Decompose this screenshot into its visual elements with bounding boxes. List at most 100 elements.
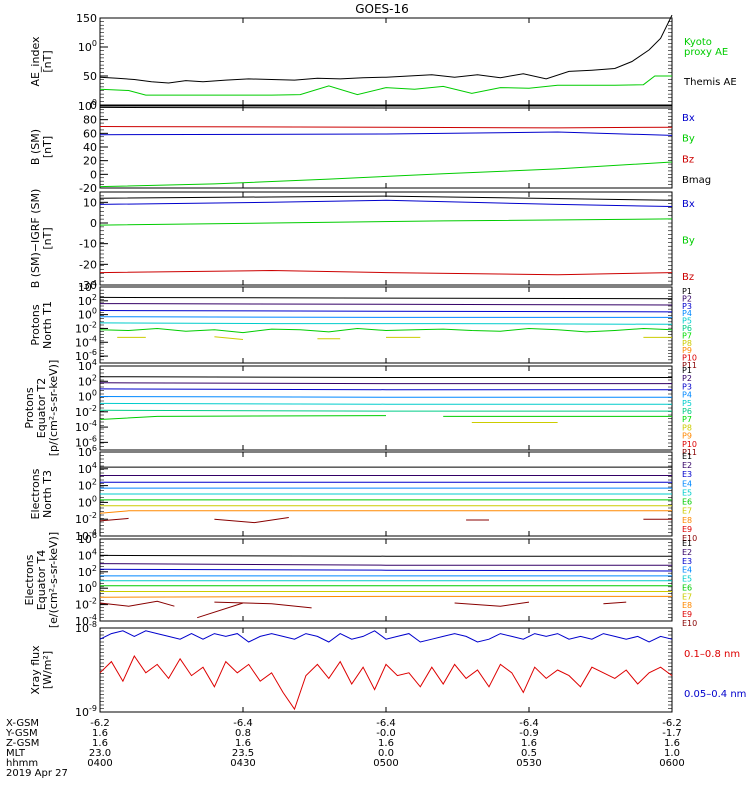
y-tick-label: 106 xyxy=(78,444,97,459)
y-tick-label: -20 xyxy=(79,258,97,271)
legend-entry: Kyoto xyxy=(684,37,712,48)
series-line xyxy=(99,415,387,420)
series-line xyxy=(214,517,289,524)
footer-value: -6.2 xyxy=(662,718,682,729)
legend-entry: P9 xyxy=(682,346,692,355)
y-axis-label: [e/(cm²-s-sr-keV)] xyxy=(47,532,60,628)
legend-entry: E5 xyxy=(682,488,692,497)
footer-value: 0500 xyxy=(373,758,398,769)
legend-entry: E10 xyxy=(682,534,697,543)
footer-value: -0.9 xyxy=(519,728,539,739)
footer-value: -6.4 xyxy=(233,718,253,729)
y-tick-label: 50 xyxy=(83,70,97,83)
legend-entry: P6 xyxy=(682,407,692,416)
y-tick-label: 102 xyxy=(78,293,97,308)
footer-value: 0400 xyxy=(87,758,112,769)
y-tick-label: 10-6 xyxy=(75,434,97,449)
y-tick-label: 0 xyxy=(90,168,97,181)
y-tick-label: 104 xyxy=(78,461,97,476)
legend-entry: E9 xyxy=(682,610,692,619)
footer-value: 1.6 xyxy=(378,738,394,749)
y-tick-label: 10-6 xyxy=(75,348,97,363)
legend-entry: E3 xyxy=(682,470,692,479)
y-tick-label: 102 xyxy=(78,564,97,579)
y-tick-label: 150 xyxy=(76,12,97,25)
series-line xyxy=(99,269,673,276)
series-line xyxy=(99,388,672,391)
footer-value: -0.0 xyxy=(376,728,396,739)
legend-entry: P2 xyxy=(682,294,692,303)
y-tick-label: 100 xyxy=(78,307,97,322)
y-tick-label: 100 xyxy=(78,39,97,54)
legend-entry: P5 xyxy=(682,399,692,408)
y-axis-label: Electrons xyxy=(29,468,42,519)
legend-entry: Bz xyxy=(682,272,694,283)
y-tick-label: 10-4 xyxy=(75,419,97,434)
y-axis-label: [W/m²] xyxy=(41,651,54,689)
panel-frame xyxy=(99,105,673,189)
y-axis-label: [nT] xyxy=(41,50,54,72)
series-line xyxy=(99,654,673,711)
series-line xyxy=(99,218,673,226)
footer-value: -6.4 xyxy=(376,718,396,729)
legend-entry: P4 xyxy=(682,309,692,318)
footer-row-label: X-GSM xyxy=(6,718,39,729)
legend-entry: E7 xyxy=(682,592,692,601)
series-line xyxy=(197,602,244,619)
y-axis-label: North T3 xyxy=(41,470,54,518)
y-tick-label: 10 xyxy=(83,196,97,209)
series-line xyxy=(99,303,673,306)
footer-value: 0.8 xyxy=(235,728,251,739)
series-line xyxy=(99,595,672,598)
y-tick-label: 80 xyxy=(83,114,97,127)
legend-entry: P10 xyxy=(682,440,697,449)
series-line xyxy=(99,600,175,607)
legend-entry: P11 xyxy=(682,361,697,370)
legend-entry: P9 xyxy=(682,432,692,441)
series-line xyxy=(99,563,672,566)
footer-row-label: MLT xyxy=(6,748,26,759)
y-tick-label: 10-2 xyxy=(75,320,97,335)
y-tick-label: 10-4 xyxy=(75,613,97,628)
legend-entry: E4 xyxy=(682,566,692,575)
legend-entry: P7 xyxy=(682,415,692,424)
footer-value: 1.6 xyxy=(521,738,537,749)
legend-entry: E1 xyxy=(682,539,692,548)
series-line xyxy=(99,554,672,557)
series-line xyxy=(99,75,672,96)
footer-value: 0530 xyxy=(516,758,541,769)
legend-entry: P1 xyxy=(682,287,692,296)
footer-value: 1.6 xyxy=(235,738,251,749)
series-line xyxy=(99,382,672,385)
series-line xyxy=(99,510,672,514)
series-line xyxy=(214,336,244,340)
footer-row-label: Z-GSM xyxy=(6,738,39,749)
footer-value: -6.2 xyxy=(90,718,110,729)
series-line xyxy=(99,199,673,207)
legend-entry: E5 xyxy=(682,575,692,584)
y-tick-label: 100 xyxy=(78,494,97,509)
legend-entry: E10 xyxy=(682,619,697,628)
y-axis-label: [nT] xyxy=(41,136,54,158)
footer-value: 1.6 xyxy=(92,728,108,739)
legend-entry: Bx xyxy=(682,113,695,124)
legend-entry: E4 xyxy=(682,479,692,488)
series-line xyxy=(99,402,672,405)
y-axis-label: Electrons xyxy=(23,554,36,605)
y-axis-label: Protons xyxy=(29,304,42,345)
footer-value: 0.0 xyxy=(378,748,394,759)
legend-entry: E2 xyxy=(682,461,692,470)
legend-entry: E8 xyxy=(682,516,692,525)
footer-value: 23.0 xyxy=(89,748,111,759)
legend-entry: P2 xyxy=(682,374,692,383)
footer-ephemeris: X-GSM -6.2 -6.4 -6.4 -6.4 -6.2Y-GSM 1.6 0.8 -0.0… xyxy=(5,718,685,779)
y-axis-label: Xray flux xyxy=(29,645,42,695)
y-axis-label: North T1 xyxy=(41,301,54,349)
y-axis-label: Equator T2 xyxy=(35,378,48,438)
series-line xyxy=(99,126,673,129)
series-line xyxy=(99,396,672,398)
